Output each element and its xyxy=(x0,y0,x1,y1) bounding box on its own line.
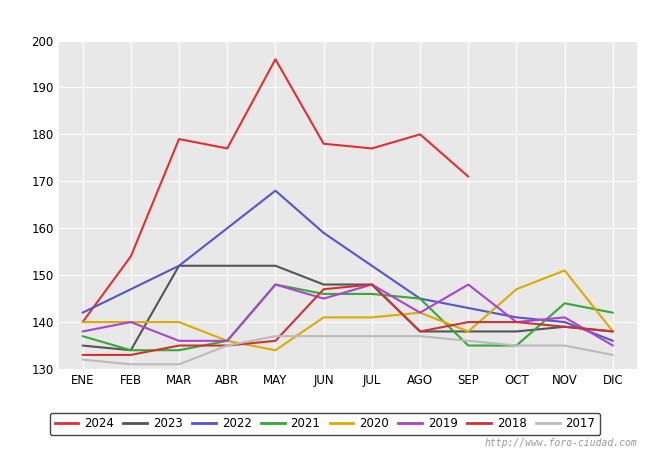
Legend: 2024, 2023, 2022, 2021, 2020, 2019, 2018, 2017: 2024, 2023, 2022, 2021, 2020, 2019, 2018… xyxy=(50,413,600,435)
Text: http://www.foro-ciudad.com: http://www.foro-ciudad.com xyxy=(484,438,637,448)
Text: Afiliados en Villalba de los Alcores a 30/9/2024: Afiliados en Villalba de los Alcores a 3… xyxy=(131,11,519,29)
